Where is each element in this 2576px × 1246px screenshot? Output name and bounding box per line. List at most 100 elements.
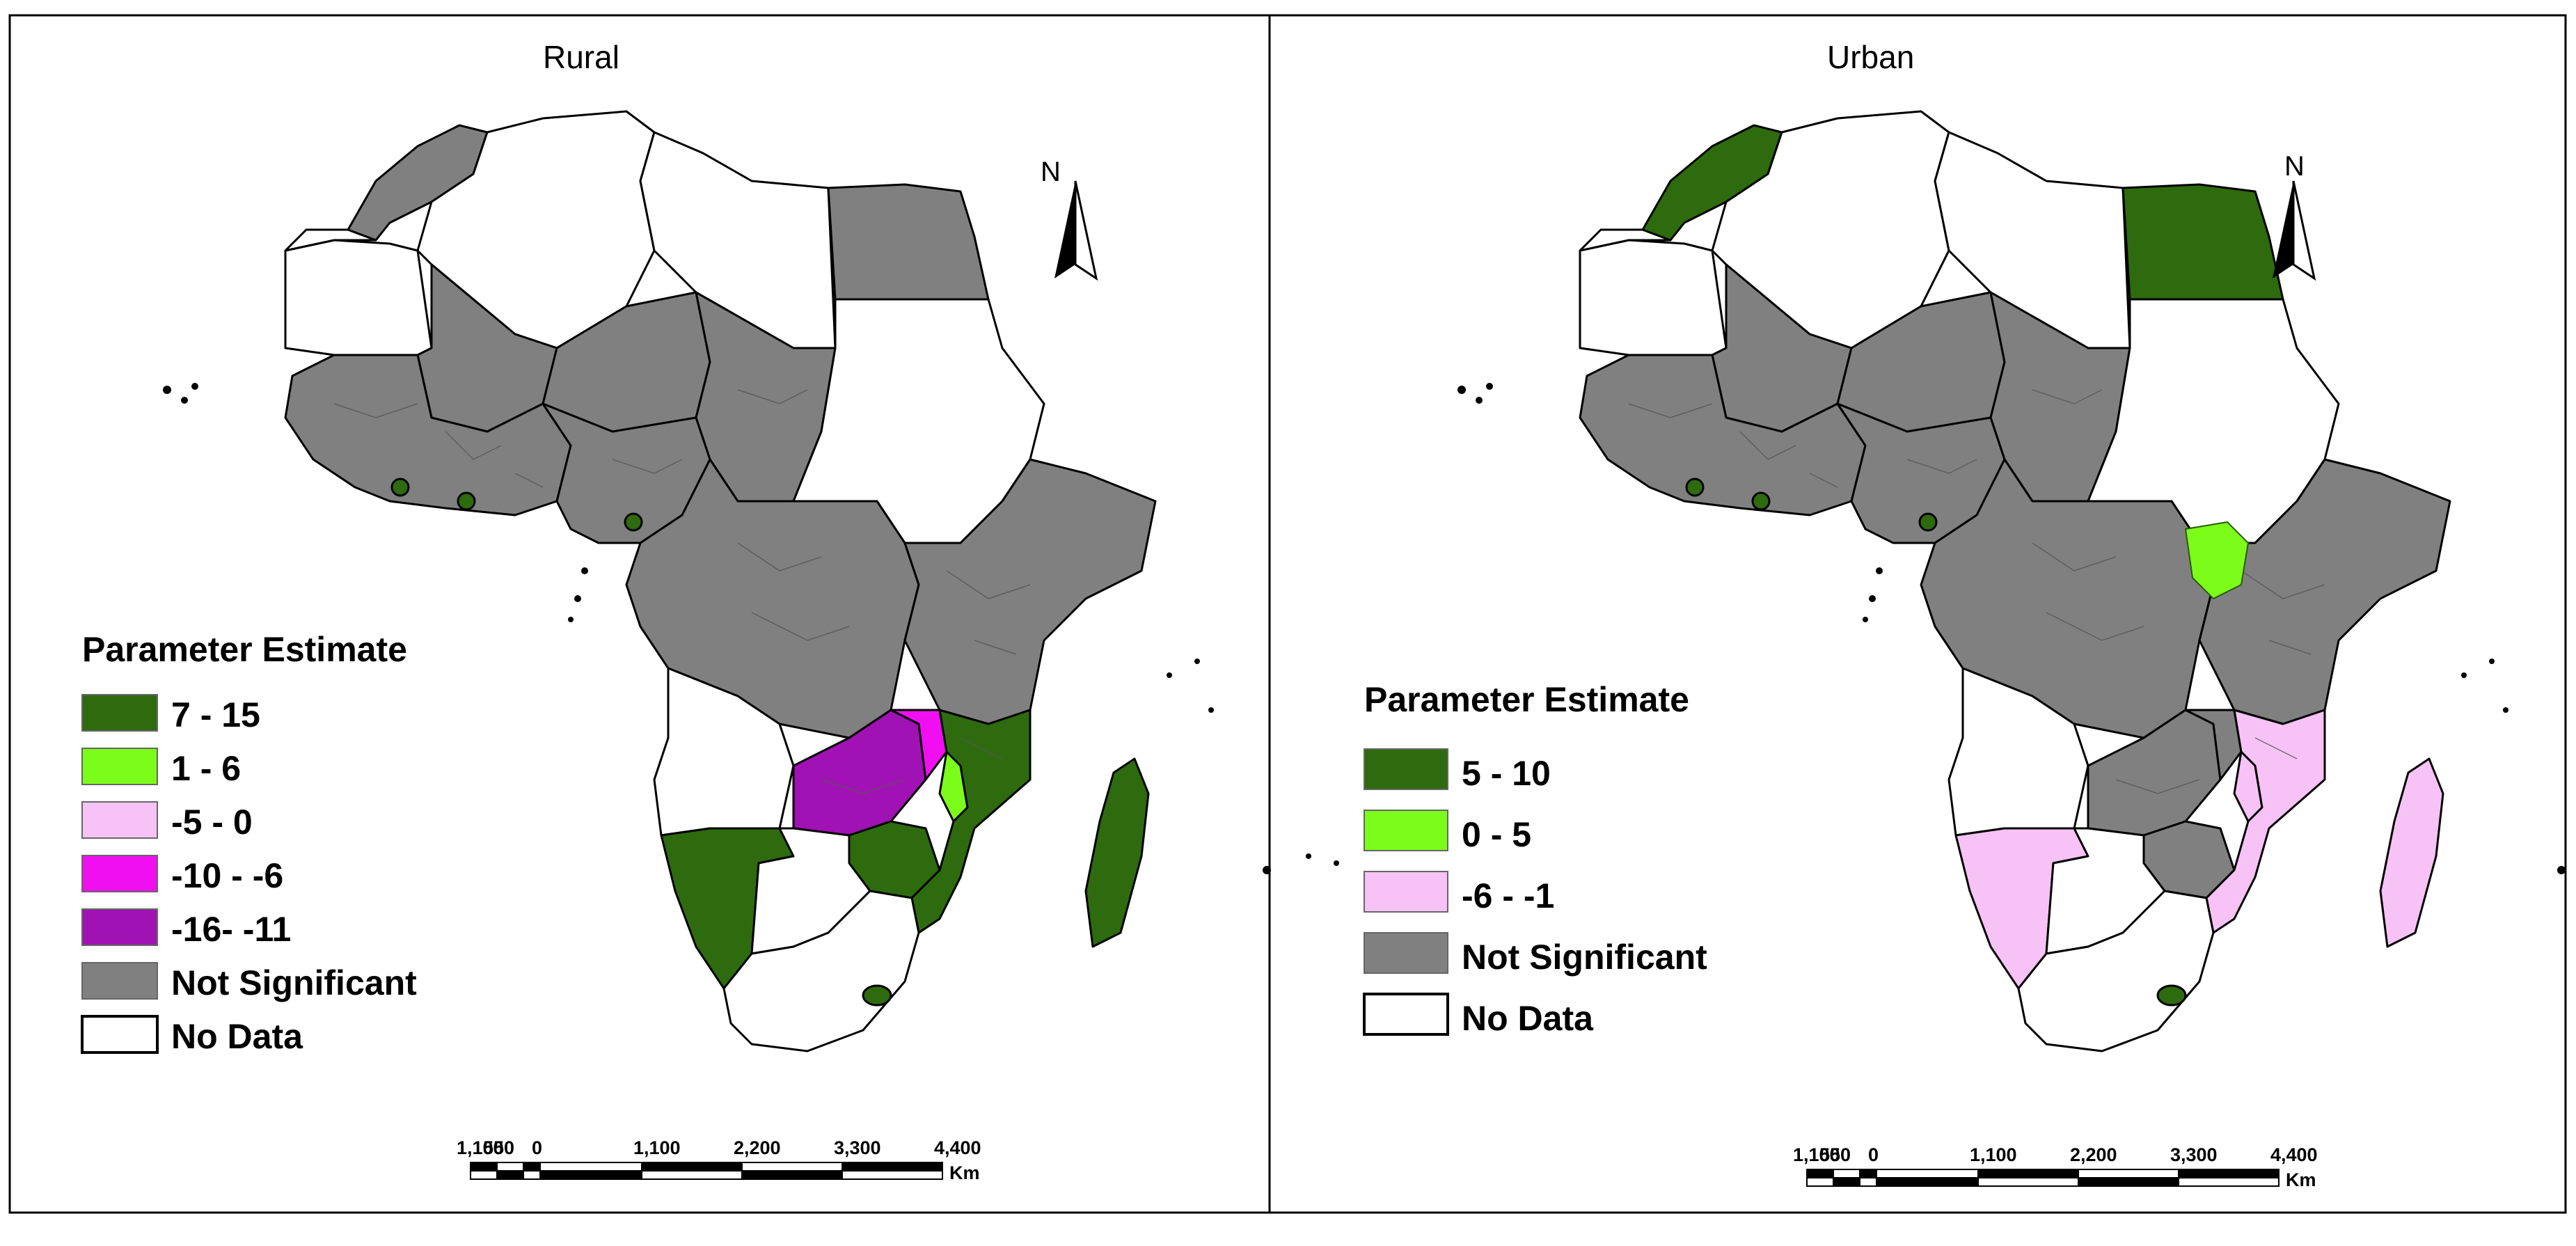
north-arrow-icon bbox=[2273, 180, 2316, 281]
scale-segment bbox=[2078, 1169, 2179, 1178]
legend-label: No Data bbox=[171, 1017, 303, 1056]
region-spot-2 bbox=[1751, 491, 1771, 511]
legend-items: 7 - 15 1 - 6 -5 - 0 -10 - -6 -16- -11 Not Sig… bbox=[81, 694, 417, 1056]
legend-swatch bbox=[81, 694, 158, 732]
region-spot-1 bbox=[1685, 478, 1705, 497]
scale-tick-label: 1,100 bbox=[1793, 1144, 1840, 1165]
region-mauritania bbox=[284, 239, 433, 356]
scale-segment bbox=[1859, 1177, 1877, 1187]
scale-unit: Km bbox=[949, 1162, 980, 1183]
region-spot-3 bbox=[624, 512, 643, 532]
region-algeria bbox=[1711, 110, 1950, 349]
scale-segment bbox=[539, 1170, 642, 1180]
region-libya bbox=[1934, 131, 2131, 349]
region-spot-2 bbox=[457, 491, 476, 511]
scale-tick-label: 1,100 bbox=[633, 1137, 681, 1158]
scale-segment bbox=[1833, 1177, 1860, 1187]
region-spot-1 bbox=[390, 478, 410, 497]
scale-segment bbox=[2078, 1177, 2179, 1187]
africa-map-rural bbox=[163, 110, 1339, 1052]
scale-tick-label: 1,100 bbox=[1970, 1144, 2017, 1165]
scale-tick-label: 0 bbox=[1868, 1144, 1879, 1165]
region-zambia-east bbox=[2184, 709, 2243, 781]
legend-swatch bbox=[81, 1015, 159, 1054]
scale-tick-label: 0 bbox=[532, 1137, 542, 1158]
legend: Parameter Estimate 5 - 10 0 - 5 -6 - -1 Not… bbox=[1363, 680, 1707, 1038]
scale-tick-label: 550 bbox=[1819, 1144, 1851, 1165]
region-spot-3 bbox=[1918, 512, 1938, 532]
region-madagascar bbox=[1084, 757, 1150, 948]
legend-swatch bbox=[1364, 810, 1448, 851]
legend-label: -6 - -1 bbox=[1462, 876, 1554, 915]
region-south-africa bbox=[2017, 890, 2215, 1052]
scale-segment bbox=[1876, 1177, 1979, 1187]
region-madagascar bbox=[2379, 757, 2444, 948]
legend-items: 5 - 10 0 - 5 -6 - -1 Not Significant No Data bbox=[1363, 748, 1707, 1038]
region-drc-patch bbox=[2184, 521, 2250, 600]
legend-label: 7 - 15 bbox=[171, 695, 260, 734]
legend-label: -5 - 0 bbox=[171, 803, 253, 842]
region-mauritania bbox=[1579, 239, 1728, 356]
scale-tick-label: 4,400 bbox=[2270, 1144, 2318, 1165]
scale-segment bbox=[2178, 1169, 2279, 1178]
legend-swatch bbox=[81, 748, 158, 785]
map-panel-rural: Rural N Parameter Estimate 7 - 15 1 - 6 -5… bbox=[81, 39, 1339, 1183]
scale-tick-label: 3,300 bbox=[2170, 1144, 2218, 1165]
legend-swatch bbox=[81, 855, 158, 892]
scale-segment bbox=[1977, 1169, 2079, 1178]
scale-segment bbox=[841, 1162, 943, 1172]
legend-swatch bbox=[81, 801, 158, 839]
legend: Parameter Estimate 7 - 15 1 - 6 -5 - 0 -10 … bbox=[81, 630, 417, 1056]
scale-segment bbox=[741, 1170, 843, 1180]
region-libya bbox=[639, 131, 837, 349]
north-label: N bbox=[1041, 157, 1061, 187]
scale-unit: Km bbox=[2286, 1169, 2316, 1190]
scale-segment bbox=[523, 1170, 541, 1180]
legend-label: -16- -11 bbox=[171, 910, 291, 949]
legend-swatch bbox=[1364, 932, 1448, 974]
panel-title: Rural bbox=[543, 39, 619, 75]
scale-segment bbox=[1977, 1177, 2079, 1187]
scale-segment bbox=[1859, 1169, 1877, 1178]
scale-segment bbox=[470, 1170, 498, 1180]
scale-tick-label: 2,200 bbox=[2070, 1144, 2117, 1165]
panel-frame-urban bbox=[1268, 14, 2567, 1214]
scale-segment bbox=[641, 1162, 743, 1172]
scale-segment bbox=[1806, 1177, 1834, 1187]
scale-segment bbox=[1806, 1169, 1834, 1178]
scale-segment bbox=[496, 1162, 524, 1172]
legend-swatch bbox=[81, 962, 158, 1000]
legend-swatch bbox=[1364, 871, 1448, 913]
region-algeria bbox=[416, 110, 656, 349]
region-zambia-east bbox=[890, 709, 948, 781]
legend-label: 1 - 6 bbox=[171, 749, 241, 788]
north-arrow-icon bbox=[1054, 180, 1098, 281]
region-egypt bbox=[2121, 183, 2284, 301]
scale-segment bbox=[1876, 1169, 1979, 1178]
legend-swatch bbox=[81, 908, 158, 946]
region-south-africa bbox=[722, 890, 920, 1052]
north-label: N bbox=[2284, 151, 2305, 182]
scale-segment bbox=[841, 1170, 943, 1180]
legend-label: 0 - 5 bbox=[1462, 815, 1531, 854]
legend-label: Not Significant bbox=[171, 963, 417, 1002]
scale-tick-label: 550 bbox=[483, 1137, 514, 1158]
legend-label: Not Significant bbox=[1462, 938, 1707, 977]
legend-heading: Parameter Estimate bbox=[1364, 680, 1689, 719]
africa-map-urban bbox=[1457, 110, 2566, 1052]
scale-tick-label: 2,200 bbox=[734, 1137, 781, 1158]
region-egypt bbox=[827, 183, 990, 301]
scale-segment bbox=[641, 1170, 743, 1180]
scale-tick-label: 1,100 bbox=[457, 1137, 504, 1158]
scale-tick-label: 3,300 bbox=[834, 1137, 881, 1158]
legend-swatch bbox=[1364, 748, 1448, 790]
scale-segment bbox=[470, 1162, 498, 1172]
scale-tick-label: 4,400 bbox=[934, 1137, 981, 1158]
legend-label: No Data bbox=[1462, 999, 1594, 1038]
scale-segment bbox=[496, 1170, 524, 1180]
panel-title: Urban bbox=[1827, 39, 1914, 75]
map-panel-urban: Urban N Parameter Estimate 5 - 10 0 - 5 -6… bbox=[1363, 39, 2566, 1190]
